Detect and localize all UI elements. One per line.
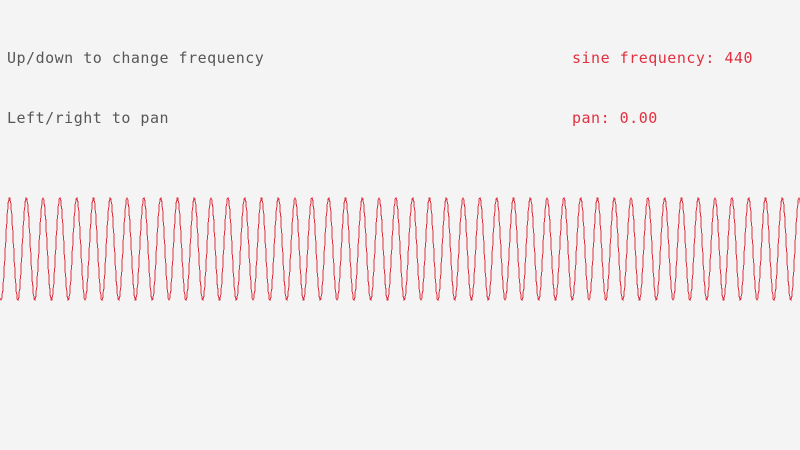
status-readout: sine frequency: 440 pan: 0.00 xyxy=(572,8,753,168)
instruction-line-pan: Left/right to pan xyxy=(7,109,170,127)
sine-frequency-readout: sine frequency: 440 xyxy=(572,49,754,67)
sine-wave-line xyxy=(0,196,800,302)
pan-readout: pan: 0.00 xyxy=(572,109,658,127)
instruction-line-frequency: Up/down to change frequency xyxy=(7,49,265,67)
instructions-text: Up/down to change frequency Left/right t… xyxy=(7,8,264,168)
